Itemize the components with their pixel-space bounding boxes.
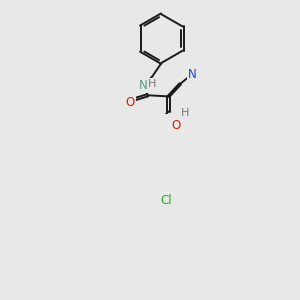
Text: N: N — [188, 68, 196, 81]
Text: O: O — [126, 96, 135, 109]
Text: O: O — [172, 119, 181, 132]
Text: Cl: Cl — [160, 194, 172, 207]
Text: H: H — [181, 108, 189, 118]
Text: N: N — [139, 79, 147, 92]
Text: H: H — [148, 79, 157, 89]
